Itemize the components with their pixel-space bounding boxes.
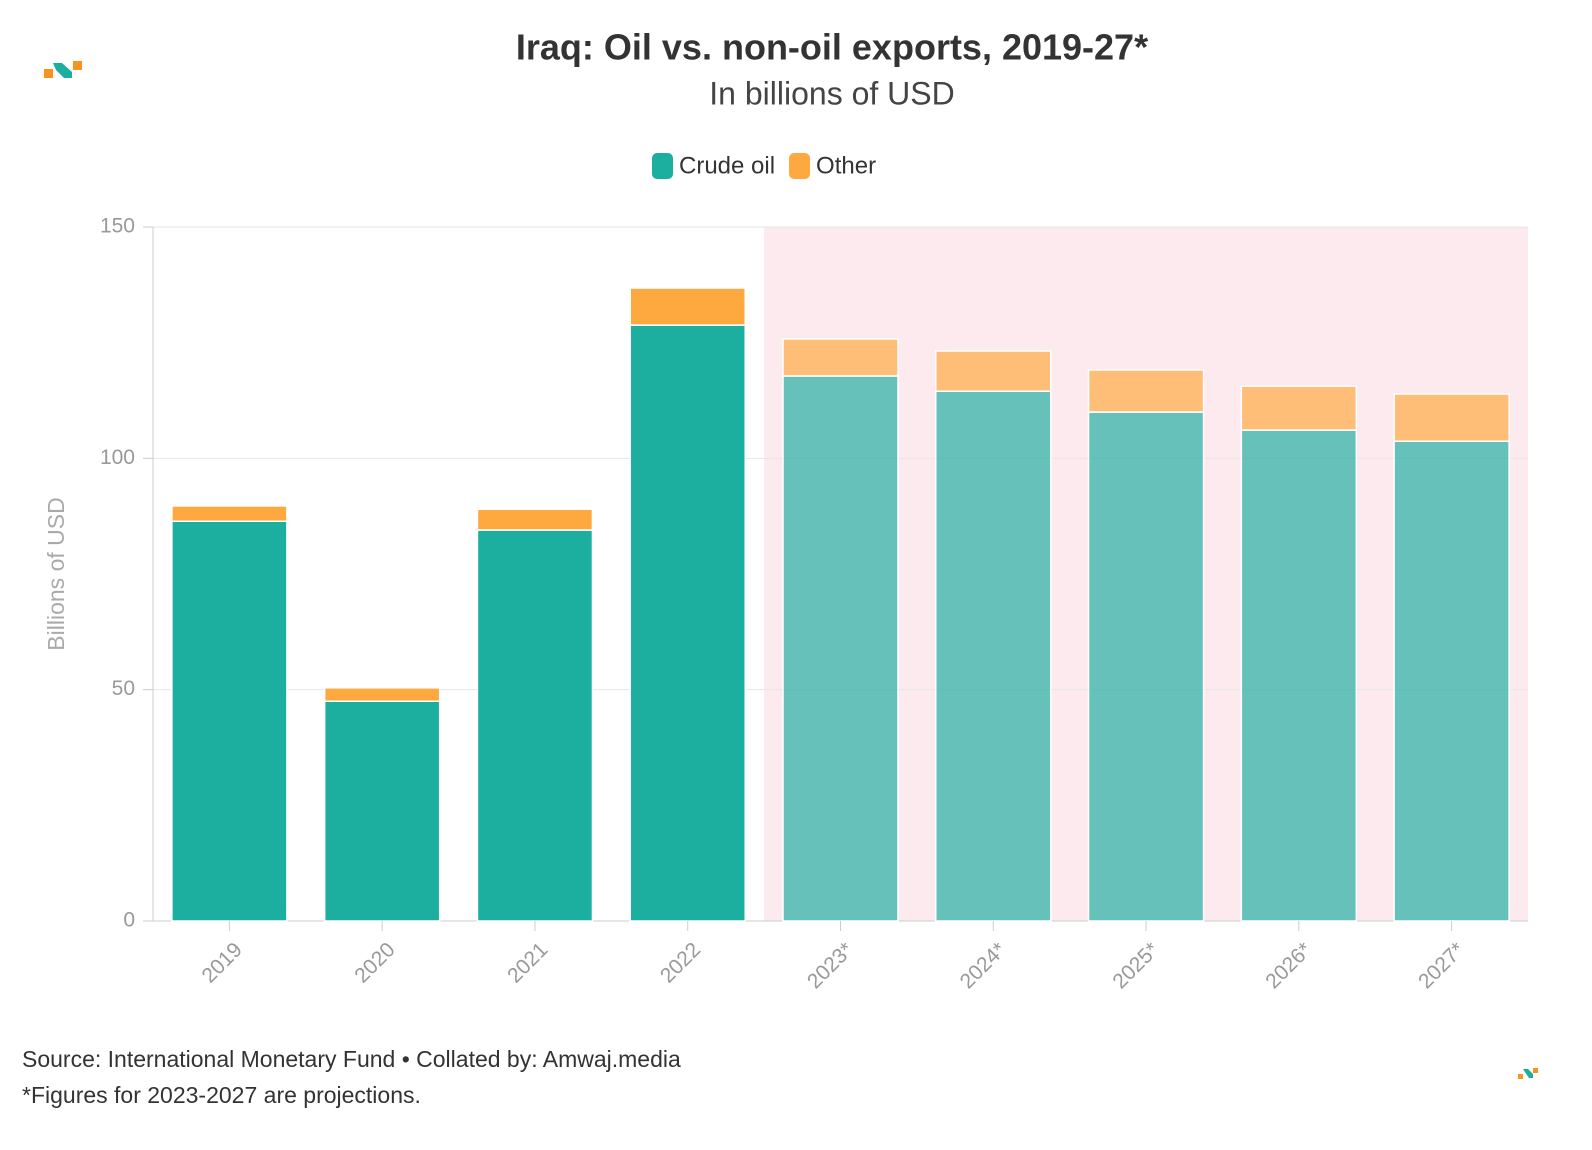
logo xyxy=(44,61,82,78)
y-tick-label: 100 xyxy=(100,446,135,469)
y-tick-label: 0 xyxy=(123,909,135,932)
x-tick-label: 2021 xyxy=(503,938,552,987)
chart-title: Iraq: Oil vs. non-oil exports, 2019-27* xyxy=(516,27,1148,68)
y-tick-label: 150 xyxy=(100,215,135,238)
legend-label: Crude oil xyxy=(679,152,775,179)
x-tick-label: 2025* xyxy=(1108,938,1163,993)
legend-label: Other xyxy=(816,152,876,179)
chart-subtitle: In billions of USD xyxy=(709,75,954,111)
bar-segment xyxy=(1087,369,1205,413)
bar-segment xyxy=(171,505,288,523)
bar-segment xyxy=(935,350,1052,392)
bar-segment xyxy=(323,700,441,922)
logo-small xyxy=(1518,1068,1538,1079)
legend-swatch xyxy=(789,153,811,179)
bar-segment xyxy=(1393,440,1510,922)
bar-segment xyxy=(629,287,746,326)
bar-segment xyxy=(1240,385,1358,431)
bar-segment xyxy=(1087,411,1205,922)
bar-segment xyxy=(935,390,1052,922)
bar-segment xyxy=(782,338,899,377)
x-tick-label: 2023* xyxy=(803,938,858,993)
x-tick-label: 2022 xyxy=(656,938,705,987)
bar-segment xyxy=(476,529,594,922)
legend-swatch xyxy=(652,153,673,179)
x-tick-label: 2026* xyxy=(1261,938,1316,993)
bar-segment xyxy=(1240,429,1358,922)
x-tick-label: 2020 xyxy=(350,938,399,987)
bar-segment xyxy=(171,520,288,922)
note: *Figures for 2023-2027 are projections. xyxy=(22,1082,421,1108)
x-tick-label: 2024* xyxy=(956,938,1011,993)
y-tick-label: 50 xyxy=(112,677,135,700)
x-tick-label: 2027* xyxy=(1414,938,1469,993)
bar-segment xyxy=(476,508,594,531)
bar-segment xyxy=(323,687,441,702)
bar-segment xyxy=(782,375,899,922)
source: Source: International Monetary Fund • Co… xyxy=(22,1046,681,1072)
bar-segment xyxy=(629,324,746,922)
x-tick-label: 2019 xyxy=(198,938,247,987)
y-axis-title: Billions of USD xyxy=(43,497,69,650)
bar-segment xyxy=(1393,393,1510,442)
